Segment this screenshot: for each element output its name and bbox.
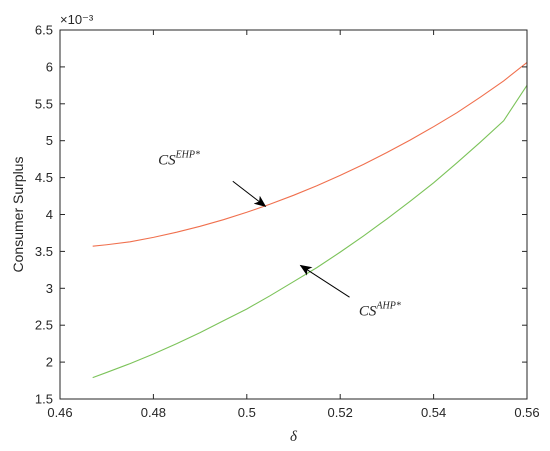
y-tick-label: 3 bbox=[46, 281, 53, 296]
annotation-label: CSAHP* bbox=[359, 301, 401, 320]
x-axis-title: δ bbox=[290, 429, 298, 445]
x-tick-label: 0.5 bbox=[238, 405, 256, 420]
y-tick-label: 3.5 bbox=[35, 244, 53, 259]
x-tick-label: 0.56 bbox=[514, 405, 539, 420]
x-tick-label: 0.54 bbox=[421, 405, 446, 420]
annotation-base: CS bbox=[158, 152, 176, 168]
annotation-label: CSEHP* bbox=[158, 149, 200, 168]
series-line-0 bbox=[92, 62, 528, 247]
axes-box bbox=[59, 29, 528, 400]
tick-layer: 0.46 0.48 0.5 0.52 0.54 0.56 1.5 2 2.5 3 3.5 4 4.5 5 5… bbox=[35, 23, 540, 421]
y-tick-label: 5 bbox=[46, 133, 53, 148]
annotation-arrow bbox=[232, 180, 267, 207]
y-exponent-label: ×10⁻³ bbox=[60, 12, 94, 27]
y-tick-label: 6.5 bbox=[35, 23, 53, 38]
annotation-base: CS bbox=[359, 304, 377, 320]
annotation-arrow bbox=[299, 264, 350, 298]
y-tick-label: 2 bbox=[46, 355, 53, 370]
annotation-layer: CSEHP*CSAHP* bbox=[158, 149, 401, 319]
annotation-superscript: EHP* bbox=[175, 149, 200, 160]
y-tick-label: 2.5 bbox=[35, 318, 53, 333]
y-axis-title: Consumer Surplus bbox=[10, 157, 26, 273]
x-tick-label: 0.48 bbox=[141, 405, 166, 420]
x-tick-label: 0.46 bbox=[47, 405, 72, 420]
y-tick-label: 4 bbox=[46, 207, 53, 222]
x-tick-label: 0.52 bbox=[328, 405, 353, 420]
y-tick-label: 5.5 bbox=[35, 96, 53, 111]
y-tick-label: 1.5 bbox=[35, 392, 53, 407]
y-tick-label: 4.5 bbox=[35, 170, 53, 185]
plot-area bbox=[60, 30, 527, 399]
annotation-superscript: AHP* bbox=[375, 301, 400, 312]
y-tick-label: 6 bbox=[46, 59, 53, 74]
